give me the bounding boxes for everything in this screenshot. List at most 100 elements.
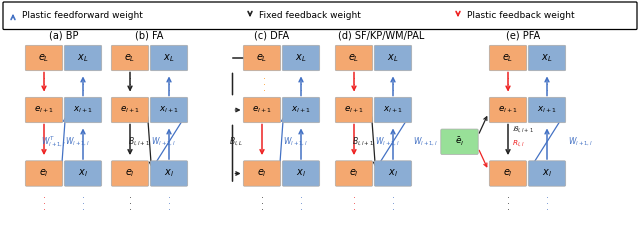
- Text: .: .: [81, 78, 84, 87]
- Text: (d) SF/KP/WM/PAL: (d) SF/KP/WM/PAL: [339, 30, 425, 40]
- Text: $W_{l+1,l}$: $W_{l+1,l}$: [375, 135, 400, 148]
- Text: .: .: [168, 204, 170, 212]
- Text: .: .: [392, 198, 394, 206]
- Text: .: .: [43, 72, 45, 81]
- Text: .: .: [129, 192, 131, 200]
- Text: .: .: [260, 198, 264, 206]
- Text: $e_L$: $e_L$: [502, 52, 514, 64]
- Text: .: .: [507, 72, 509, 81]
- Text: $x_L$: $x_L$: [541, 52, 553, 64]
- Text: .: .: [353, 204, 355, 212]
- Text: .: .: [81, 192, 84, 200]
- Text: $e_L$: $e_L$: [38, 52, 50, 64]
- Text: .: .: [262, 72, 266, 81]
- Text: $x_l$: $x_l$: [542, 168, 552, 180]
- Text: .: .: [300, 192, 303, 200]
- Text: .: .: [353, 72, 355, 81]
- Text: $e_{l+1}$: $e_{l+1}$: [252, 105, 272, 115]
- Text: $\mathcal{B}_{l,l+1}$: $\mathcal{B}_{l,l+1}$: [512, 125, 534, 134]
- Text: .: .: [129, 78, 131, 87]
- Text: (e) PFA: (e) PFA: [506, 30, 540, 40]
- Text: $W_{l+1,l}$: $W_{l+1,l}$: [283, 135, 308, 148]
- Text: $x_l$: $x_l$: [164, 168, 174, 180]
- FancyBboxPatch shape: [490, 161, 527, 186]
- Text: (a) BP: (a) BP: [49, 30, 78, 40]
- Text: .: .: [545, 84, 548, 93]
- Text: .: .: [545, 204, 548, 212]
- FancyBboxPatch shape: [335, 45, 372, 71]
- Text: .: .: [81, 72, 84, 81]
- Text: .: .: [129, 72, 131, 81]
- Text: .: .: [392, 192, 394, 200]
- Text: .: .: [43, 204, 45, 212]
- Text: (c) DFA: (c) DFA: [254, 30, 289, 40]
- Text: $B_{l,L}$: $B_{l,L}$: [229, 135, 243, 148]
- Text: .: .: [300, 72, 303, 81]
- Text: Fixed feedback weight: Fixed feedback weight: [259, 11, 361, 20]
- FancyBboxPatch shape: [3, 2, 637, 30]
- Text: Plastic feedforward weight: Plastic feedforward weight: [22, 11, 143, 20]
- FancyBboxPatch shape: [282, 161, 320, 186]
- Text: $x_l$: $x_l$: [296, 168, 306, 180]
- Text: .: .: [168, 72, 170, 81]
- Text: $x_{l+1}$: $x_{l+1}$: [73, 105, 93, 115]
- Text: $e_l$: $e_l$: [125, 168, 135, 180]
- Text: $e_L$: $e_L$: [124, 52, 136, 64]
- Text: $W^T_{l+1,l}$: $W^T_{l+1,l}$: [41, 134, 66, 149]
- Text: .: .: [129, 84, 131, 93]
- Text: (b) FA: (b) FA: [135, 30, 164, 40]
- Text: $R_{l,l}$: $R_{l,l}$: [512, 138, 525, 149]
- Text: .: .: [353, 198, 355, 206]
- Text: .: .: [300, 84, 303, 93]
- Text: .: .: [507, 78, 509, 87]
- Text: .: .: [168, 198, 170, 206]
- FancyBboxPatch shape: [111, 45, 148, 71]
- Text: .: .: [129, 198, 131, 206]
- FancyBboxPatch shape: [243, 161, 281, 186]
- Text: .: .: [262, 84, 266, 93]
- FancyBboxPatch shape: [64, 97, 102, 123]
- Text: $e_L$: $e_L$: [257, 52, 268, 64]
- FancyBboxPatch shape: [335, 97, 372, 123]
- Text: .: .: [507, 84, 509, 93]
- Text: $e_L$: $e_L$: [348, 52, 360, 64]
- Text: $x_L$: $x_L$: [77, 52, 89, 64]
- FancyBboxPatch shape: [64, 161, 102, 186]
- FancyBboxPatch shape: [26, 97, 63, 123]
- FancyBboxPatch shape: [111, 161, 148, 186]
- FancyBboxPatch shape: [528, 161, 566, 186]
- Text: $B_{l,l+1}$: $B_{l,l+1}$: [128, 135, 150, 148]
- Text: $e_l$: $e_l$: [503, 168, 513, 180]
- Text: .: .: [392, 72, 394, 81]
- Text: $W_{l+1,l}$: $W_{l+1,l}$: [65, 135, 90, 148]
- Text: $e_l$: $e_l$: [39, 168, 49, 180]
- FancyBboxPatch shape: [150, 45, 188, 71]
- Text: $x_{l+1}$: $x_{l+1}$: [537, 105, 557, 115]
- Text: .: .: [545, 192, 548, 200]
- FancyBboxPatch shape: [150, 161, 188, 186]
- Text: $e_{l+1}$: $e_{l+1}$: [498, 105, 518, 115]
- FancyBboxPatch shape: [150, 97, 188, 123]
- Text: .: .: [43, 84, 45, 93]
- Text: .: .: [507, 192, 509, 200]
- Text: .: .: [392, 78, 394, 87]
- Text: .: .: [545, 198, 548, 206]
- Text: .: .: [392, 84, 394, 93]
- Text: $x_l$: $x_l$: [388, 168, 398, 180]
- Text: .: .: [168, 78, 170, 87]
- Text: .: .: [81, 198, 84, 206]
- Text: $e_l$: $e_l$: [349, 168, 359, 180]
- Text: $e_{l+1}$: $e_{l+1}$: [120, 105, 140, 115]
- Text: $x_{l+1}$: $x_{l+1}$: [159, 105, 179, 115]
- Text: .: .: [43, 198, 45, 206]
- Text: .: .: [168, 192, 170, 200]
- FancyBboxPatch shape: [111, 97, 148, 123]
- Text: .: .: [545, 78, 548, 87]
- Text: .: .: [81, 84, 84, 93]
- Text: .: .: [81, 204, 84, 212]
- Text: .: .: [507, 204, 509, 212]
- Text: $W_{l+1,l}$: $W_{l+1,l}$: [568, 135, 594, 148]
- Text: $B_{l,l+1}$: $B_{l,l+1}$: [352, 135, 374, 148]
- Text: $e_{l+1}$: $e_{l+1}$: [344, 105, 364, 115]
- FancyBboxPatch shape: [490, 45, 527, 71]
